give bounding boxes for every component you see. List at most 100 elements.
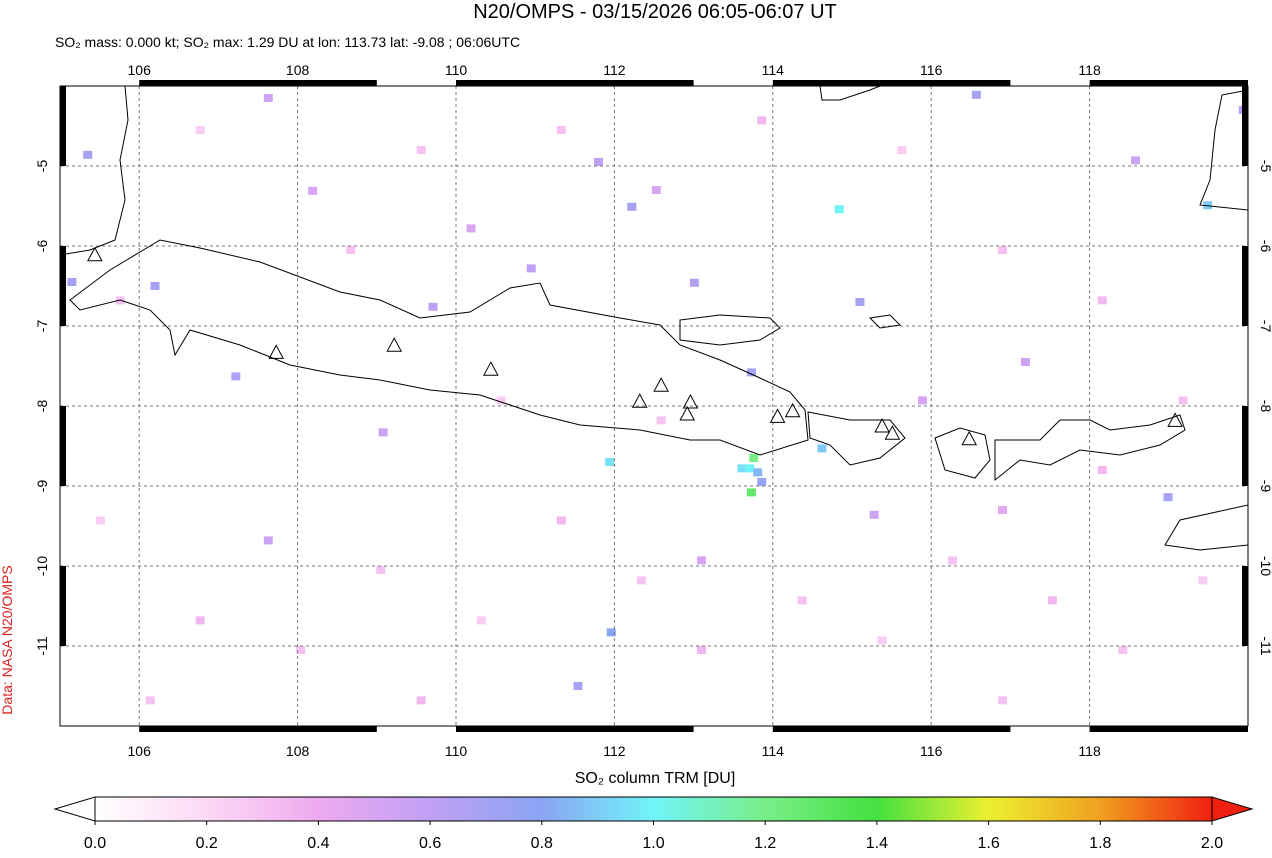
so2-cell (697, 556, 707, 565)
frame-bar (218, 80, 377, 86)
x-tick-label: 110 (445, 743, 468, 759)
volcano (874, 417, 890, 433)
so2-cell (376, 566, 386, 574)
so2-cell (1198, 576, 1208, 585)
y-tick-label: -7 (34, 320, 50, 333)
y-tick-label: -10 (34, 556, 50, 576)
colorbar-label: SO₂ column TRM [DU] (575, 770, 736, 787)
so2-cell (145, 696, 155, 705)
frame-bar (1242, 246, 1248, 326)
frame-bar (1168, 726, 1248, 732)
subtitle: SO₂ mass: 0.000 kt; SO₂ max: 1.29 DU at … (55, 34, 520, 50)
so2-cell (263, 94, 273, 102)
x-tick-label: 114 (762, 743, 785, 759)
source-note: Data: NASA N20/OMPS (0, 565, 15, 714)
so2-cell (556, 516, 566, 525)
coast-sumatra (60, 86, 129, 256)
so2-cell (378, 428, 388, 437)
coast-lombok (934, 427, 991, 479)
coast-sumbawa (994, 414, 1186, 482)
volcano (1167, 412, 1183, 427)
so2-cell (689, 278, 699, 287)
colorbar-tick-label: 0.2 (196, 835, 218, 852)
so2-cell (556, 126, 566, 134)
frame-bar (1168, 80, 1248, 86)
so2-cell (797, 596, 807, 605)
volcano (769, 408, 786, 423)
y-tick-label: -6 (34, 240, 50, 253)
coast-bali (807, 411, 906, 466)
x-tick-label: 116 (920, 743, 943, 759)
so2-cell (83, 150, 93, 159)
so2-cell (817, 444, 827, 453)
so2-cell (416, 696, 426, 705)
so2-cell (757, 116, 767, 125)
so2-cell (263, 536, 273, 545)
volcano (682, 393, 699, 409)
y-tick-label: -11 (34, 636, 50, 655)
so2-cell (697, 646, 707, 654)
title: N20/OMPS - 03/15/2026 06:05-06:07 UT (473, 1, 837, 23)
so2-cell (428, 302, 438, 311)
so2-cell (997, 506, 1007, 514)
so2-cell (594, 158, 604, 166)
x-tick-label: 112 (603, 62, 626, 78)
y-tick-label: -5 (34, 160, 50, 173)
so2-cell (1047, 596, 1057, 605)
y-tick-label: -8 (1258, 400, 1272, 413)
grid: 106 106 108 108 110 110 112 112 114 114 116 116 118 1… (34, 62, 1272, 759)
y-tick-label: -9 (1258, 480, 1272, 493)
so2-cell (231, 372, 241, 381)
x-tick-label: 114 (762, 62, 785, 78)
y-tick-label: -9 (34, 480, 50, 493)
colorbar-under (53, 796, 96, 822)
so2-cells (67, 90, 1248, 705)
volcano (268, 344, 285, 359)
so2-cell (1118, 646, 1128, 654)
x-tick-label: 108 (286, 62, 310, 78)
coast-sulawesi (1199, 89, 1248, 211)
so2-cell (605, 458, 615, 466)
coast-madura (679, 314, 781, 346)
colorbar-tick-label: 1.0 (642, 835, 664, 852)
y-tick-label: -6 (1258, 240, 1272, 253)
colorbar-tick-label: 0.6 (419, 835, 441, 852)
frame (59, 80, 1249, 732)
volcano (87, 246, 103, 262)
frame-bar (218, 726, 377, 732)
x-tick-label: 106 (128, 743, 152, 759)
so2-cell (496, 396, 506, 405)
so2-cell (971, 90, 981, 99)
so2-cell (346, 246, 356, 254)
coast-java (69, 239, 809, 456)
colorbar-tick-label: 1.4 (866, 835, 888, 852)
frame-bar (535, 80, 694, 86)
x-tick-label: 108 (286, 743, 310, 759)
colorbar-over (1211, 796, 1254, 822)
so2-cell (745, 464, 755, 473)
x-tick-label: 110 (445, 62, 468, 78)
so2-cell (150, 282, 160, 290)
so2-cell (834, 205, 844, 214)
so2-cell (416, 146, 426, 154)
so2-cell (948, 556, 958, 565)
so2-cell (1203, 201, 1213, 210)
so2-cell (869, 510, 879, 519)
so2-cell (606, 628, 616, 637)
so2-cell (195, 126, 205, 134)
colorbar-tick-label: 0.0 (84, 835, 106, 852)
so2-cell (195, 616, 205, 625)
coast-kangean (868, 314, 902, 329)
so2-cell (308, 186, 318, 195)
x-tick-label: 106 (128, 62, 152, 78)
so2-cell (997, 246, 1007, 254)
so2-cell (656, 416, 666, 425)
so2-cell (466, 224, 476, 233)
volcano (386, 337, 403, 352)
colorbar: 0.0 0.2 0.4 0.6 0.8 1.0 1.2 1.4 1.6 1.8 2.0 (53, 796, 1254, 852)
volcano (961, 430, 978, 446)
coast-sumba (1164, 504, 1248, 551)
so2-cell (1097, 466, 1107, 474)
